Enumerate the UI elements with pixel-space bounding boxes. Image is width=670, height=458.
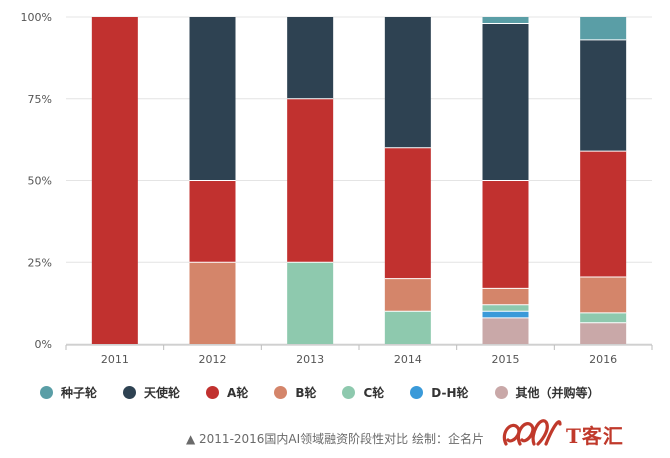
y-tick-label: 75% [28, 93, 52, 106]
y-tick-label: 50% [28, 175, 52, 188]
legend-label: C轮 [363, 385, 385, 400]
bar-segment [189, 17, 236, 181]
legend-item: B轮 [274, 384, 316, 401]
legend-swatch [40, 385, 53, 399]
bar-segment [482, 304, 529, 312]
bar-segment [482, 23, 529, 181]
bar-segment [287, 262, 334, 344]
bar-segment [580, 322, 627, 344]
bar-segment [287, 98, 334, 263]
y-tick-label: 100% [21, 11, 52, 24]
legend-label: 种子轮 [61, 385, 98, 400]
legend-item: 其他（并购等） [494, 384, 600, 401]
bar-segment [384, 278, 431, 312]
legend: 种子轮 天使轮 A轮 B轮 C轮 D-H轮 其他（并购等） [40, 382, 660, 402]
legend-item: A轮 [206, 384, 248, 401]
bar-segment [580, 39, 627, 152]
bar-segment [482, 17, 529, 24]
bar-segment [482, 317, 529, 344]
bar-segment [189, 180, 236, 263]
bar-segment [287, 17, 334, 99]
bar-segment [580, 17, 627, 40]
bar-segment [580, 276, 627, 313]
stacked-bar-chart: 0% 25% 50% 75% 100% 2011 2012 2013 2014 2015 2016 [21, 11, 653, 366]
bar-segment [482, 180, 529, 289]
bar-segment [189, 262, 236, 344]
legend-item: 天使轮 [123, 384, 180, 401]
bar-segment [384, 311, 431, 344]
legend-label: D-H轮 [431, 385, 469, 400]
legend-item: C轮 [342, 384, 384, 401]
legend-swatch [123, 385, 137, 399]
x-tick-label: 2012 [199, 353, 227, 366]
legend-item: 种子轮 [40, 384, 97, 401]
bar-segment [384, 147, 431, 279]
legend-swatch [274, 385, 288, 399]
watermark-logo: T客汇 [498, 414, 658, 454]
x-tick-label: 2013 [296, 353, 324, 366]
watermark-swirl-icon [502, 419, 562, 446]
bar-segment [580, 151, 627, 277]
legend-label: A轮 [227, 385, 249, 400]
x-tick-label: 2014 [394, 353, 422, 366]
bar-segment [580, 312, 627, 323]
legend-swatch [206, 385, 220, 399]
legend-swatch [494, 385, 508, 399]
bar-segment [384, 17, 431, 148]
x-tick-label: 2011 [101, 353, 129, 366]
legend-swatch [342, 385, 356, 399]
x-tick-label: 2016 [589, 353, 617, 366]
bar-segment [91, 17, 138, 344]
bar-segment [482, 288, 529, 305]
x-tick-label: 2015 [492, 353, 520, 366]
watermark-text: T客汇 [566, 424, 624, 448]
y-tick-label: 25% [28, 256, 52, 269]
bar-segment [482, 311, 529, 318]
figure-caption: ▲ 2011-2016国内AI领域融资阶段性对比 绘制：企名片 [185, 432, 484, 446]
legend-label: 天使轮 [144, 385, 181, 400]
y-tick-label: 0% [35, 338, 52, 351]
legend-swatch [410, 385, 424, 399]
legend-item: D-H轮 [410, 384, 469, 401]
legend-label: B轮 [295, 385, 317, 400]
legend-label: 其他（并购等） [515, 385, 600, 400]
chart-svg: 0% 25% 50% 75% 100% 2011 2012 2013 2014 2015 2016 [21, 11, 653, 366]
